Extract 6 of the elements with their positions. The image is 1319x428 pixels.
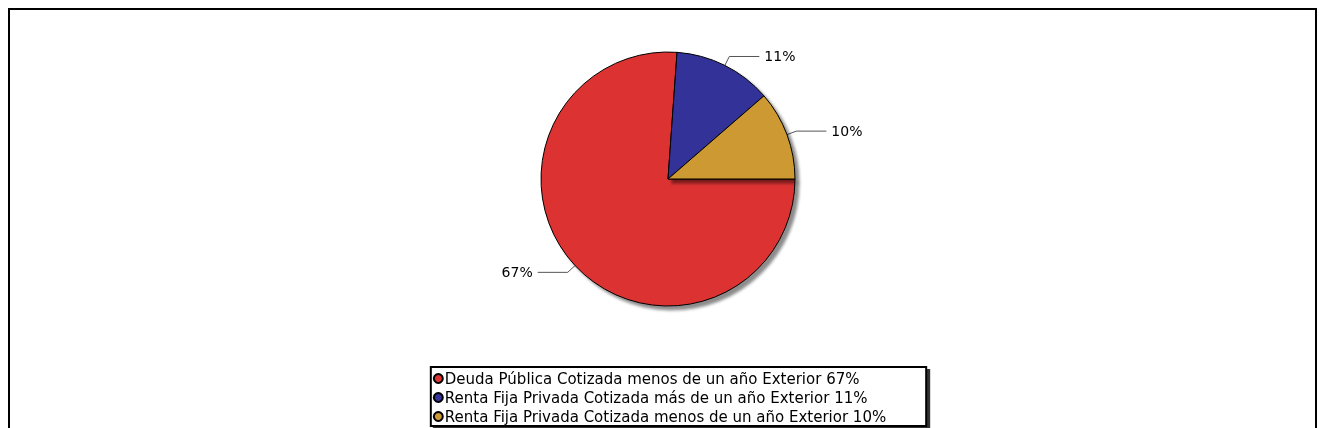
data-label: 67%: [501, 264, 533, 281]
legend-label: Renta Fija Privada Cotizada menos de un año Exterior 10%: [444, 407, 887, 426]
legend-label: Deuda Pública Cotizada menos de un año Exterior 67%: [444, 369, 860, 388]
data-label: 10%: [831, 123, 863, 140]
data-label: 11%: [764, 48, 796, 65]
legend-label: Renta Fija Privada Cotizada más de un año Exterior 11%: [444, 388, 868, 407]
